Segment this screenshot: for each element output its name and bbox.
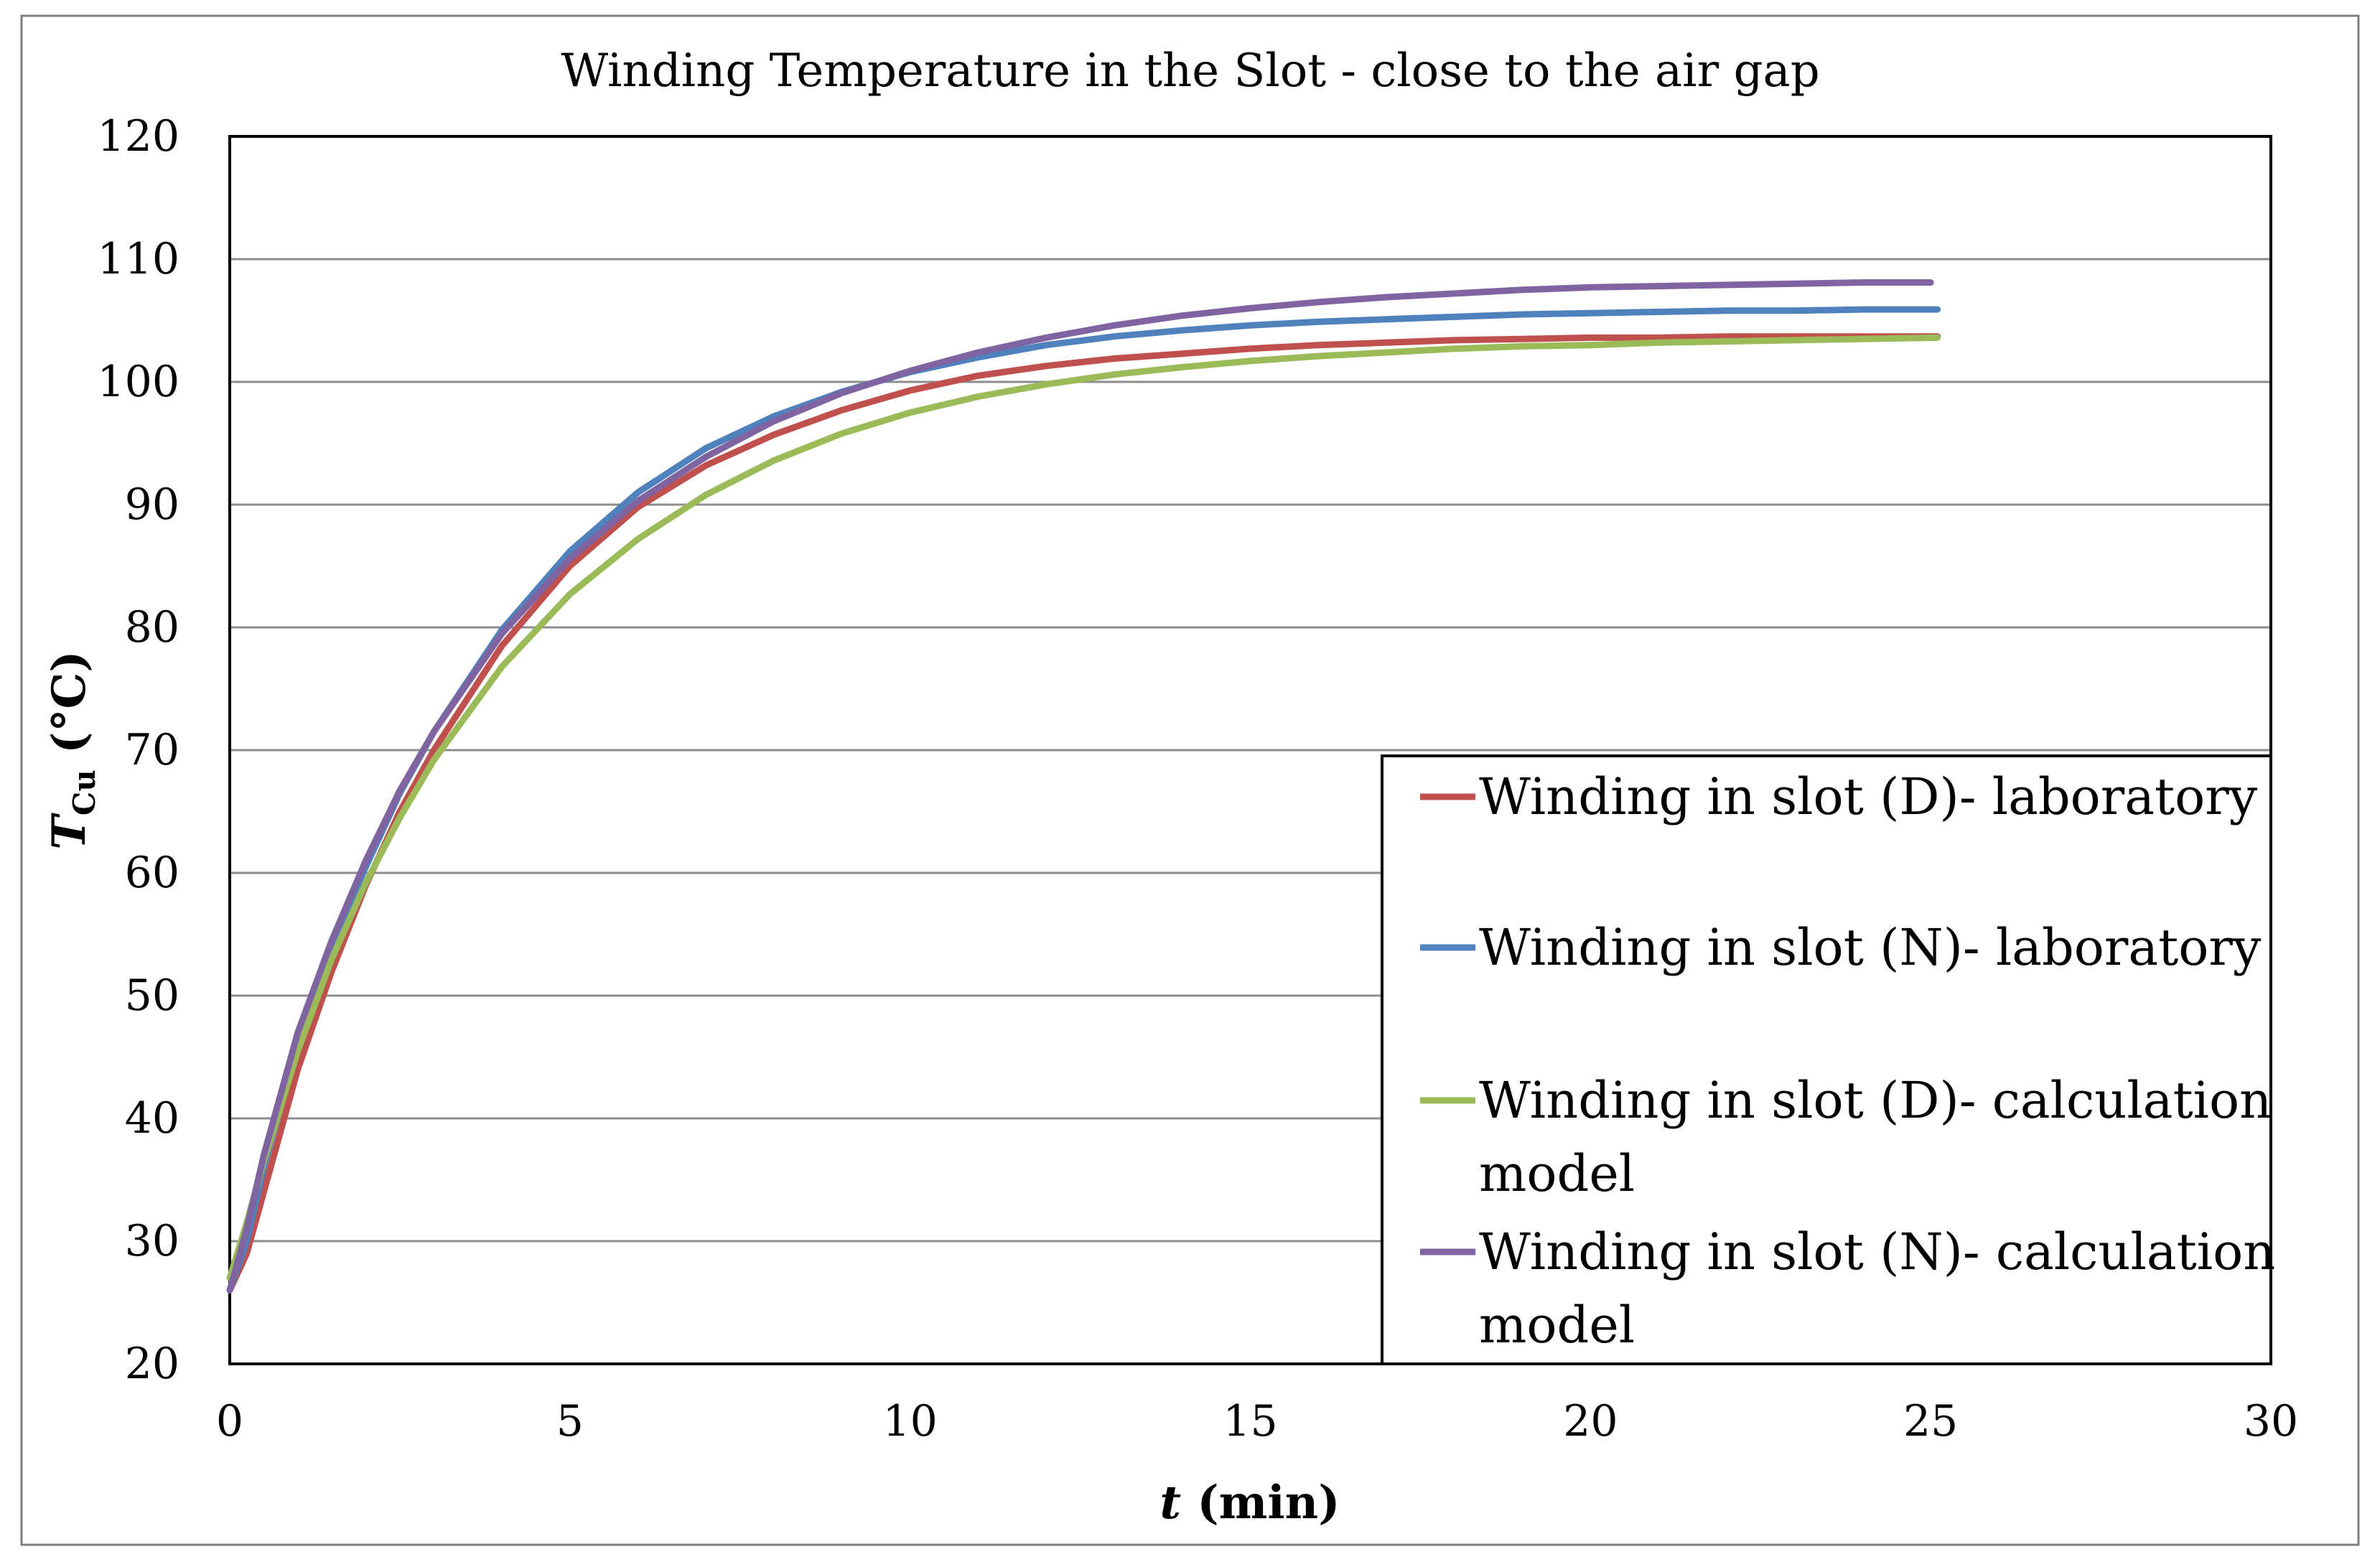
y-tick-label: 70	[125, 725, 179, 775]
series-line-4	[226, 279, 1934, 1294]
y-tick-label: 60	[125, 848, 179, 898]
series-line-3	[226, 334, 1941, 1281]
y-tick-label: 40	[125, 1093, 179, 1144]
x-axis-ticks: 0 5 10 15 20 25 30	[216, 1396, 2298, 1446]
y-tick-label: 110	[97, 234, 179, 284]
x-tick-label: 20	[1563, 1396, 1618, 1446]
y-tick-label: 20	[125, 1339, 179, 1389]
y-tick-label: 30	[125, 1216, 179, 1266]
x-tick-label: 10	[882, 1396, 937, 1446]
legend-items: Winding in slot (D)- laboratory Winding i…	[1420, 767, 2275, 1355]
plot-area	[228, 135, 2272, 1365]
chart-title: Winding Temperature in the Slot - close …	[561, 45, 1819, 98]
y-tick-label: 80	[125, 602, 179, 653]
x-tick-label: 5	[556, 1396, 584, 1446]
y-axis-sub: Cu	[67, 770, 102, 815]
x-tick-label: 25	[1903, 1396, 1958, 1446]
x-axis-label: t (min)	[1160, 1476, 1340, 1530]
y-axis-ticks: 20 30 40 50 60 70 80 90 100 110 120	[97, 111, 179, 1389]
legend-label-1: Winding in slot (D)- laboratory	[1479, 767, 2258, 826]
series-lines	[226, 279, 1941, 1294]
legend-label-2: Winding in slot (N)- laboratory	[1479, 918, 2262, 977]
y-axis-unit: (°C)	[42, 650, 96, 770]
x-tick-label: 0	[216, 1396, 243, 1446]
x-axis-unit: (min)	[1181, 1476, 1340, 1530]
legend-box	[1381, 754, 2272, 1365]
y-tick-label: 50	[125, 971, 179, 1021]
x-axis-var: t	[1160, 1476, 1182, 1530]
y-tick-label: 90	[125, 480, 179, 530]
legend-label-3: Winding in slot (D)- calculation model	[1479, 1071, 2272, 1203]
x-tick-label: 30	[2244, 1396, 2298, 1446]
legend: Winding in slot (D)- laboratory Winding i…	[1381, 754, 2275, 1365]
y-axis-var: T	[42, 813, 96, 850]
legend-label-4: Winding in slot (N)- calculation model	[1479, 1222, 2275, 1355]
y-tick-label: 120	[97, 111, 179, 162]
y-axis-label: TCu (°C)	[42, 650, 102, 849]
y-tick-label: 100	[97, 357, 179, 407]
x-tick-label: 15	[1223, 1396, 1277, 1446]
